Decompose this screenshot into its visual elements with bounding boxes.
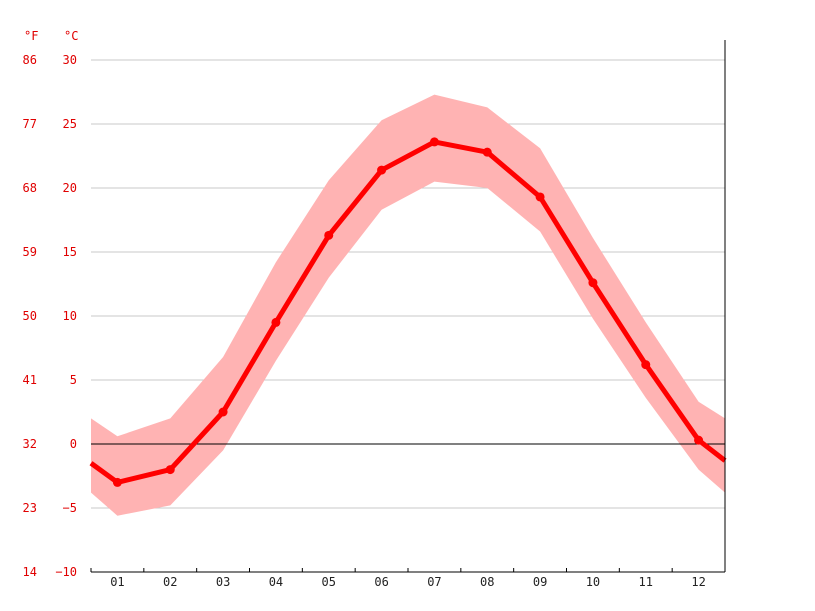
temperature-range-band xyxy=(91,94,725,516)
celsius-tick: 10 xyxy=(63,309,77,323)
fahrenheit-tick: 32 xyxy=(23,437,37,451)
month-tick: 04 xyxy=(269,575,283,589)
fahrenheit-tick: 68 xyxy=(23,181,37,195)
data-point-03 xyxy=(218,407,228,417)
data-point-07 xyxy=(429,137,439,147)
month-tick: 01 xyxy=(110,575,124,589)
fahrenheit-tick: 41 xyxy=(23,373,37,387)
fahrenheit-tick-labels: 86 77 68 59 50 41 32 23 14 xyxy=(23,53,37,579)
data-point-01 xyxy=(112,477,122,487)
data-point-09 xyxy=(535,192,545,202)
celsius-tick: −10 xyxy=(55,565,77,579)
fahrenheit-tick: 59 xyxy=(23,245,37,259)
data-point-08 xyxy=(482,147,492,157)
average-temperature-points xyxy=(112,137,704,487)
month-tick: 09 xyxy=(533,575,547,589)
fahrenheit-tick: 50 xyxy=(23,309,37,323)
month-tick: 07 xyxy=(427,575,441,589)
month-tick-labels: 01 02 03 04 05 06 07 08 09 10 11 12 xyxy=(110,575,706,589)
month-tick: 10 xyxy=(586,575,600,589)
axes xyxy=(90,40,726,573)
month-tick: 08 xyxy=(480,575,494,589)
celsius-tick: 5 xyxy=(70,373,77,387)
month-tick: 02 xyxy=(163,575,177,589)
celsius-tick: 20 xyxy=(63,181,77,195)
celsius-tick: 15 xyxy=(63,245,77,259)
celsius-tick-labels: 30 25 20 15 10 5 0 −5 −10 xyxy=(55,53,77,579)
fahrenheit-unit-label: °F xyxy=(24,29,38,43)
celsius-tick: −5 xyxy=(63,501,77,515)
month-tick: 06 xyxy=(374,575,388,589)
month-tick: 05 xyxy=(322,575,336,589)
month-tick: 12 xyxy=(691,575,705,589)
fahrenheit-tick: 86 xyxy=(23,53,37,67)
average-temperature-line xyxy=(89,139,727,485)
month-tick: 11 xyxy=(639,575,653,589)
data-point-11 xyxy=(641,360,651,370)
celsius-tick: 0 xyxy=(70,437,77,451)
fahrenheit-tick: 77 xyxy=(23,117,37,131)
month-tick: 03 xyxy=(216,575,230,589)
celsius-tick: 30 xyxy=(63,53,77,67)
fahrenheit-tick: 23 xyxy=(23,501,37,515)
data-point-10 xyxy=(588,278,598,288)
data-point-04 xyxy=(271,317,281,327)
data-point-12 xyxy=(694,435,704,445)
data-point-06 xyxy=(377,165,387,175)
celsius-tick: 25 xyxy=(63,117,77,131)
fahrenheit-tick: 14 xyxy=(23,565,37,579)
data-point-02 xyxy=(165,465,175,475)
celsius-unit-label: °C xyxy=(64,29,78,43)
data-point-05 xyxy=(324,230,334,240)
